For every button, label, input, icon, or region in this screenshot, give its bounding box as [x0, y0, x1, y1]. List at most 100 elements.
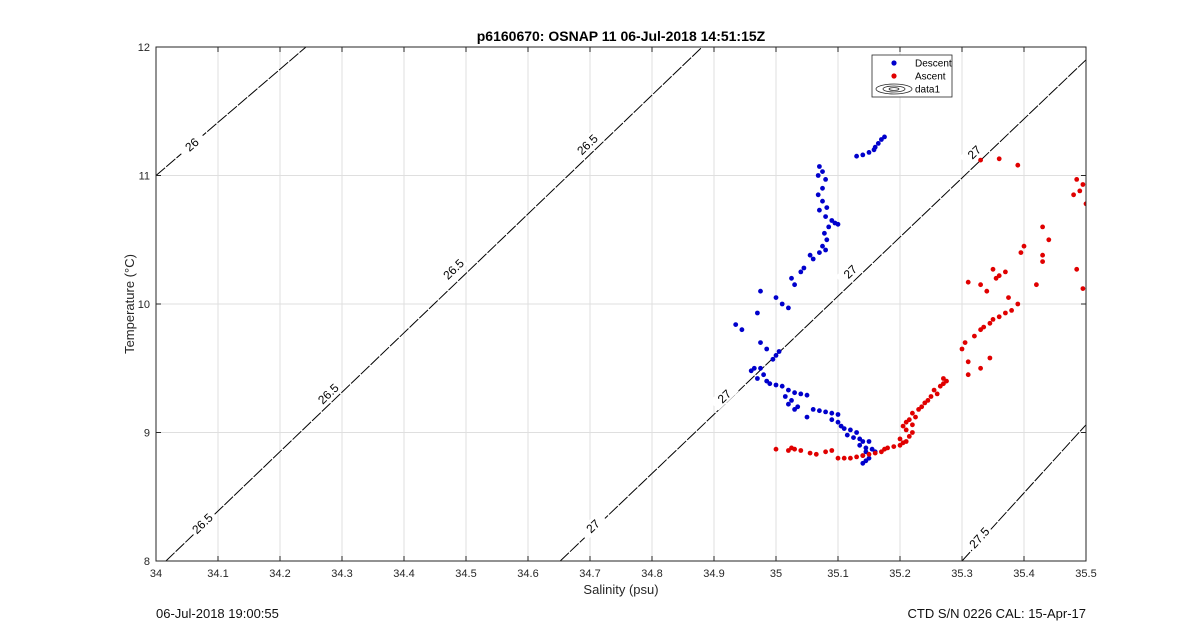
- descent-point: [875, 141, 881, 146]
- descent-point: [817, 207, 822, 213]
- ascent-point: [1074, 177, 1080, 182]
- series-descent: [733, 134, 887, 466]
- legend-marker-descent: [891, 60, 897, 66]
- descent-point: [820, 243, 825, 249]
- ascent-point: [903, 439, 909, 444]
- ascent-point: [1021, 243, 1027, 249]
- ascent-point: [990, 266, 996, 272]
- descent-point: [815, 173, 821, 178]
- descent-point: [841, 426, 847, 431]
- ascent-point: [1077, 188, 1083, 194]
- ascent-point: [981, 324, 987, 330]
- y-tick-label: 12: [138, 42, 150, 54]
- ascent-point: [906, 417, 912, 423]
- x-tick-label: 35: [770, 568, 782, 580]
- ascent-point: [978, 365, 983, 371]
- ascent-point: [1034, 282, 1039, 288]
- density-contour-26.5: [165, 47, 703, 561]
- x-tick-label: 34.4: [393, 568, 414, 580]
- ascent-point: [1040, 224, 1045, 230]
- descent-point: [835, 221, 841, 227]
- ascent-point: [984, 288, 990, 294]
- ascent-point: [996, 314, 1002, 320]
- descent-point: [789, 275, 794, 281]
- x-tick-label: 34.7: [579, 568, 600, 580]
- legend-marker-ascent: [891, 73, 897, 79]
- ascent-point: [934, 391, 940, 397]
- descent-point: [733, 322, 739, 327]
- ascent-point: [866, 451, 872, 457]
- ascent-point: [1009, 308, 1014, 313]
- descent-point: [739, 327, 745, 333]
- ascent-point: [1018, 250, 1024, 256]
- ascent-point: [1040, 259, 1045, 264]
- descent-point: [817, 250, 822, 256]
- descent-point: [823, 247, 828, 253]
- descent-point: [829, 410, 835, 416]
- descent-point: [854, 153, 859, 159]
- y-tick-label: 8: [144, 556, 150, 568]
- descent-point: [789, 398, 794, 403]
- ascent-point: [1006, 295, 1011, 300]
- x-tick-label: 34.3: [331, 568, 352, 580]
- contour-label-bg: [578, 511, 608, 541]
- ascent-point: [941, 376, 946, 381]
- descent-point: [773, 353, 779, 358]
- ascent-point: [959, 346, 965, 352]
- descent-point: [792, 282, 797, 288]
- ascent-point: [987, 320, 993, 326]
- ascent-point: [965, 279, 971, 285]
- contour-label: 27: [835, 257, 865, 286]
- ascent-point: [1074, 266, 1080, 272]
- y-tick-label: 10: [138, 299, 150, 311]
- descent-point: [758, 340, 763, 345]
- series-ascent: [773, 156, 1086, 461]
- ascent-point: [925, 398, 931, 403]
- ascent-point: [919, 404, 925, 410]
- x-tick-label: 34.5: [455, 568, 476, 580]
- descent-point: [810, 256, 816, 262]
- x-tick-label: 35.1: [827, 568, 848, 580]
- ascent-point: [906, 434, 912, 439]
- contour-label: 26: [176, 130, 207, 159]
- descent-point: [758, 288, 763, 294]
- descent-point: [820, 185, 825, 191]
- contour-label-bg: [438, 254, 468, 284]
- y-tick-label: 9: [144, 428, 150, 440]
- x-tick-label: 34.1: [207, 568, 228, 580]
- x-tick-label: 34.8: [641, 568, 662, 580]
- descent-point: [798, 269, 804, 275]
- descent-point: [835, 419, 841, 425]
- ascent-point: [829, 448, 835, 453]
- x-tick-label: 34.9: [703, 568, 724, 580]
- descent-point: [860, 152, 866, 158]
- descent-point: [773, 295, 779, 300]
- descent-point: [758, 365, 763, 371]
- contour-label-bg: [959, 137, 989, 167]
- descent-point: [815, 192, 821, 198]
- instrument-calibration: CTD S/N 0226 CAL: 15-Apr-17: [907, 606, 1086, 621]
- descent-point: [764, 346, 770, 352]
- descent-point: [822, 230, 827, 236]
- x-tick-label: 35.4: [1013, 568, 1034, 580]
- x-tick-label: 34.6: [517, 568, 538, 580]
- descent-point: [824, 205, 830, 211]
- x-tick-label: 35.5: [1075, 568, 1096, 580]
- descent-point: [824, 237, 830, 243]
- descent-point: [807, 252, 813, 258]
- ascent-point: [913, 414, 918, 420]
- descent-point: [823, 409, 828, 415]
- contour-label-bg: [313, 379, 343, 408]
- ascent-point: [1040, 252, 1045, 258]
- descent-point: [848, 427, 853, 433]
- x-tick-label: 35.3: [951, 568, 972, 580]
- ascent-point: [897, 436, 903, 442]
- descent-point: [792, 390, 797, 396]
- descent-point: [866, 439, 872, 444]
- ascent-point: [1015, 301, 1021, 307]
- ascent-point: [987, 355, 993, 361]
- descent-point: [786, 305, 791, 311]
- y-axis-label: Temperature (°C): [122, 254, 137, 354]
- ascent-point: [1003, 310, 1008, 316]
- descent-point: [860, 460, 866, 466]
